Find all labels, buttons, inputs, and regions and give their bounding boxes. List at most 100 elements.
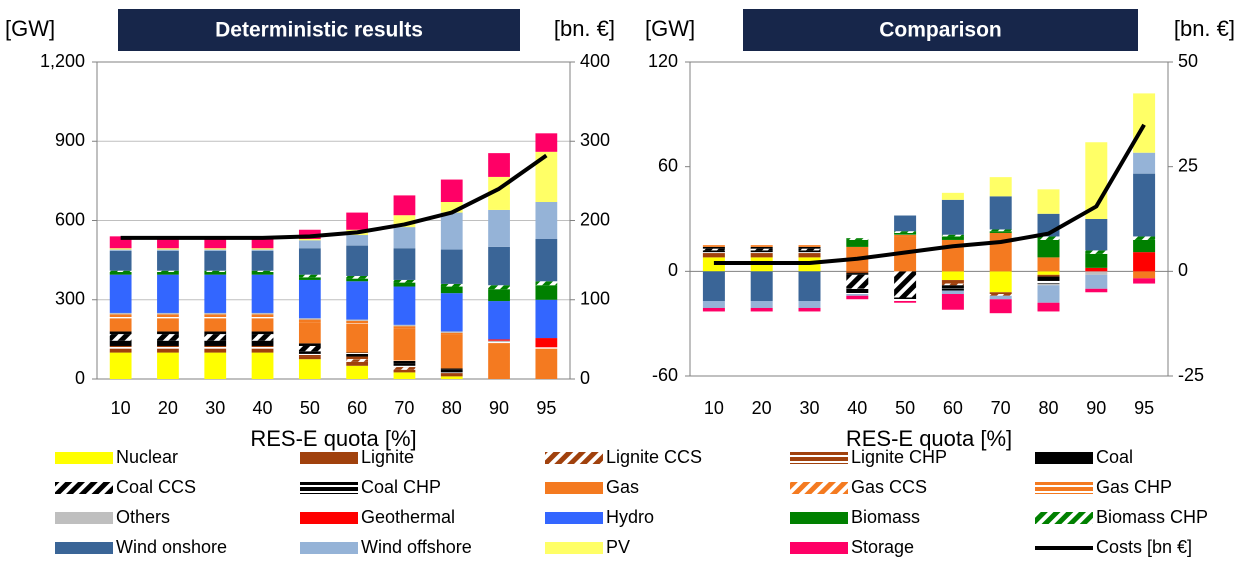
- legend-swatch: [300, 452, 358, 464]
- bar-segment: [846, 273, 869, 275]
- bar-segment: [393, 324, 416, 327]
- bar-segment: [750, 300, 773, 308]
- bar-segment: [157, 270, 179, 273]
- legend-swatch: [545, 482, 603, 494]
- bar-segment: [1085, 274, 1108, 289]
- bar-segment: [346, 319, 369, 321]
- bar-segment: [109, 250, 132, 271]
- bar-segment: [393, 286, 416, 325]
- bar-segment: [251, 312, 274, 315]
- bar-segment: [346, 323, 369, 353]
- bar-segment: [941, 236, 964, 240]
- bar-segment: [346, 361, 369, 366]
- bar-segment: [393, 372, 416, 379]
- bar-segment: [1037, 285, 1060, 303]
- bar-segment: [702, 271, 725, 301]
- y-tick-label: 900: [55, 130, 85, 150]
- x-tick-label: 10: [111, 398, 131, 418]
- legend-label: Nuclear: [116, 447, 178, 467]
- bar-segment: [989, 294, 1012, 296]
- bar-segment: [298, 343, 321, 346]
- bar-segment: [204, 345, 227, 349]
- title-box: [118, 9, 520, 51]
- bar-segment: [750, 250, 773, 253]
- bar-segment: [750, 248, 773, 251]
- bar-segment: [846, 295, 869, 300]
- bar-segment: [251, 345, 274, 349]
- bar-segment: [1085, 271, 1108, 275]
- bar-segment: [535, 202, 558, 239]
- legend-label: Storage: [851, 537, 914, 557]
- bar-segment: [846, 239, 869, 247]
- bar-segment: [204, 274, 227, 313]
- bar-segment: [346, 353, 369, 357]
- bar-segment: [846, 271, 869, 274]
- y2-tick-label: 200: [580, 209, 610, 229]
- bar-segment: [941, 288, 964, 291]
- bar-segment: [393, 365, 416, 368]
- bar-segment: [535, 338, 558, 348]
- y-tick-label: 120: [648, 51, 678, 71]
- bar-segment: [535, 299, 558, 339]
- legend-swatch: [55, 482, 113, 494]
- legend-label: PV: [606, 537, 630, 557]
- bar-segment: [440, 249, 463, 284]
- legend-swatch: [1035, 482, 1093, 494]
- bar-segment: [157, 272, 179, 275]
- bar-segment: [157, 274, 179, 313]
- bar-segment: [1133, 152, 1156, 174]
- y-axis-title: [GW]: [645, 16, 695, 41]
- bar-segment: [846, 238, 869, 240]
- bar-segment: [298, 356, 321, 360]
- legend-label: Geothermal: [361, 507, 455, 527]
- bar-segment: [251, 274, 274, 313]
- chart-title: Comparison: [879, 19, 1002, 42]
- bar-segment: [1085, 253, 1108, 268]
- bar-segment: [941, 199, 964, 235]
- bar-segment: [157, 236, 179, 249]
- bar-segment: [251, 340, 274, 346]
- bar-segment: [298, 351, 321, 354]
- bar-segment: [204, 314, 227, 319]
- legend-swatch: [790, 542, 848, 554]
- bar-segment: [109, 248, 132, 250]
- bar-segment: [157, 250, 179, 271]
- bar-segment: [488, 285, 510, 290]
- y-tick-label: 0: [75, 368, 85, 388]
- x-tick-label: 90: [1086, 398, 1106, 418]
- bar-segment: [346, 245, 369, 276]
- bar-segment: [251, 314, 274, 319]
- bar-segment: [798, 300, 821, 308]
- bar-segment: [204, 334, 227, 341]
- x-tick-label: 50: [300, 398, 320, 418]
- bar-segment: [702, 253, 725, 258]
- bar-segment: [298, 319, 321, 323]
- y2-axis-title: [bn. €]: [554, 16, 615, 41]
- bar-segment: [440, 331, 463, 333]
- legend-label: Lignite CCS: [606, 447, 702, 467]
- bar-segment: [798, 248, 821, 251]
- bar-segment: [393, 367, 416, 370]
- bar-segment: [798, 253, 821, 258]
- bar-segment: [346, 235, 369, 246]
- bar-segment: [1133, 93, 1156, 153]
- bar-segment: [1037, 276, 1060, 281]
- bar-segment: [393, 360, 416, 364]
- bar-segment: [109, 348, 132, 353]
- bar-segment: [157, 314, 179, 319]
- x-tick-label: 80: [1038, 398, 1058, 418]
- y2-tick-label: 0: [580, 368, 590, 388]
- bar-segment: [157, 249, 179, 251]
- y-tick-label: -60: [652, 365, 678, 385]
- bar-segment: [798, 246, 821, 249]
- bar-segment: [109, 249, 132, 251]
- x-tick-label: 95: [1134, 398, 1154, 418]
- bar-segment: [488, 209, 510, 247]
- bar-segment: [109, 331, 132, 335]
- bar-segment: [204, 248, 227, 250]
- bar-segment: [1085, 288, 1108, 293]
- bar-segment: [346, 278, 369, 282]
- legend-label: Wind offshore: [361, 537, 472, 557]
